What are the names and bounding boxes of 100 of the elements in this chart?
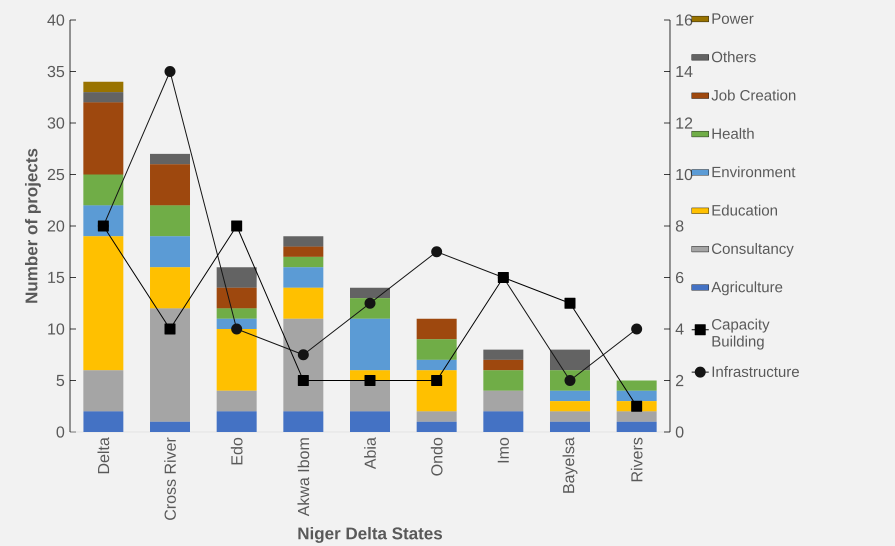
bar <box>83 174 124 206</box>
bar <box>416 360 457 370</box>
bar <box>83 236 124 370</box>
y-axis-title: Number of projects <box>24 148 41 303</box>
bar <box>550 390 590 402</box>
bar <box>283 411 324 432</box>
bar <box>350 411 390 432</box>
x-tick-label: Cross River <box>164 437 176 520</box>
bar <box>216 267 257 288</box>
bar <box>216 308 257 319</box>
bar <box>616 380 657 391</box>
y2-tick-label: 8 <box>676 220 684 232</box>
bar <box>150 422 190 432</box>
bar <box>550 401 590 412</box>
legend-label: Environment <box>712 166 796 178</box>
y2-tick-label: 2 <box>676 374 684 386</box>
legend-label: Agriculture <box>711 281 782 296</box>
y2-tick-label: 0 <box>676 426 684 438</box>
point <box>231 323 242 334</box>
bar <box>283 318 324 412</box>
bar <box>416 422 457 432</box>
point <box>364 374 376 386</box>
bar <box>483 350 524 360</box>
x-axis-title: Niger Delta States <box>298 526 442 543</box>
bar <box>416 370 457 412</box>
bar <box>616 422 657 432</box>
bar <box>150 267 190 308</box>
bar <box>416 318 457 340</box>
y2-tick-label: 6 <box>676 272 684 284</box>
bar <box>216 288 257 308</box>
x-tick-label: Rivers <box>630 438 643 482</box>
y-tick-label: 40 <box>47 14 64 26</box>
bar <box>483 360 524 370</box>
bar <box>483 390 524 412</box>
bar <box>350 318 390 370</box>
bar <box>83 370 124 412</box>
bar <box>216 390 257 412</box>
legend-label: Health <box>712 128 754 139</box>
point <box>431 246 442 258</box>
y-tick-label: 25 <box>48 168 64 180</box>
bar <box>350 288 390 298</box>
bar <box>483 411 524 432</box>
bar <box>150 164 190 206</box>
y2-tick-label: 16 <box>676 14 692 26</box>
point <box>631 400 642 412</box>
bar <box>83 92 124 102</box>
bar <box>216 328 257 391</box>
x-tick-label: Abia <box>364 437 376 470</box>
bar <box>150 154 190 164</box>
bar <box>416 411 457 422</box>
legend-label: Power <box>712 13 754 24</box>
point <box>298 349 309 360</box>
x-tick-label: Akwa Ibom <box>297 438 310 516</box>
y-tick-label: 10 <box>48 323 64 335</box>
bar <box>283 256 324 268</box>
bar <box>83 82 124 92</box>
bar <box>283 267 324 288</box>
y-tick-label: 5 <box>56 374 64 386</box>
y-tick-label: 20 <box>48 220 64 232</box>
y-tick-label: 0 <box>56 426 64 438</box>
bar <box>350 380 390 412</box>
bar <box>616 411 657 422</box>
bar <box>283 246 324 257</box>
x-tick-label: Imo <box>498 438 509 462</box>
bar <box>550 422 590 432</box>
legend-label: Infrastructure <box>712 366 799 377</box>
bar <box>83 102 124 174</box>
bar <box>283 288 324 319</box>
point <box>631 323 642 334</box>
y2-tick-label: 14 <box>676 66 693 77</box>
y-tick-label: 30 <box>48 117 64 129</box>
x-tick-label: Edo <box>230 438 243 464</box>
bar <box>616 390 657 402</box>
point <box>231 220 242 232</box>
bar <box>150 205 190 236</box>
legend-label: Others <box>712 51 756 62</box>
bar <box>483 370 524 391</box>
bar <box>550 411 590 422</box>
bar <box>150 236 190 268</box>
bar <box>150 308 190 422</box>
point <box>164 323 176 334</box>
legend-label: Capacity Building <box>712 318 770 350</box>
bar <box>550 350 590 370</box>
y2-tick-label: 12 <box>676 117 692 129</box>
legend-label: Job Creation <box>711 90 796 101</box>
bar <box>83 411 124 432</box>
bar <box>216 411 257 432</box>
y2-tick-label: 10 <box>676 168 692 180</box>
bar <box>283 236 324 247</box>
y-tick-label: 35 <box>48 66 64 78</box>
x-tick-label: Bayelsa <box>562 437 578 493</box>
legend-label: Education <box>712 204 777 216</box>
point <box>564 298 576 309</box>
point <box>298 374 309 386</box>
x-tick-label: Delta <box>97 437 110 474</box>
x-tick-label: Ondo <box>430 438 443 476</box>
bar <box>416 339 457 360</box>
point <box>431 374 442 386</box>
y2-tick-label: 4 <box>676 323 684 334</box>
y-tick-label: 15 <box>48 272 64 284</box>
